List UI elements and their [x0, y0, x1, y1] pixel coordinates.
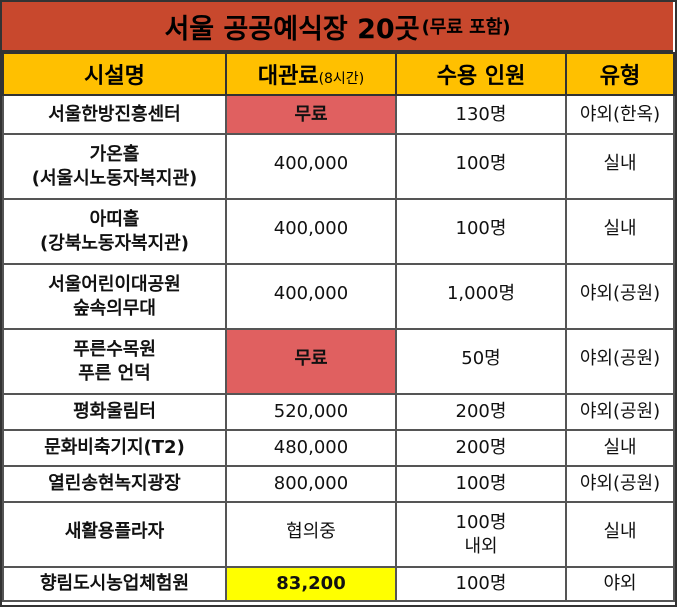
venue-name-line: 숲속의무대	[73, 297, 156, 319]
venue-name-line: (서울시노동자복지관)	[31, 167, 198, 189]
venue-name-line: 아띠홀	[89, 208, 140, 230]
page-title: 서울 공공예식장 20곳	[164, 13, 420, 45]
venue-capacity-line: 100명	[455, 511, 507, 533]
venue-name-line: 새활용플라자	[64, 520, 165, 542]
table-row: 평화울림터 520,000 200명 야외(공원)	[2, 393, 675, 431]
venue-name: 향림도시농업체험원	[2, 566, 227, 602]
table-row: 서울어린이대공원 숲속의무대 400,000 1,000명 야외(공원)	[2, 263, 675, 330]
venue-capacity: 100명	[395, 133, 567, 200]
venue-capacity-line: 내외	[464, 535, 498, 557]
venue-capacity-value: 50명	[461, 347, 501, 369]
venue-type-value: 실내	[603, 152, 637, 174]
venue-capacity: 100명 내외	[395, 501, 567, 568]
venue-type: 야외(공원)	[565, 465, 675, 503]
venue-type-value: 야외(공원)	[579, 347, 661, 369]
table-row: 서울한방진흥센터 무료 130명 야외(한옥)	[2, 94, 675, 135]
table-row: 새활용플라자 협의중 100명 내외 실내	[2, 501, 675, 568]
venue-type-value: 실내	[603, 520, 637, 542]
venue-fee-value: 400,000	[273, 152, 349, 174]
venue-name-line: 푸른수목원	[73, 338, 156, 360]
venue-type: 야외(한옥)	[565, 94, 675, 135]
title-banner: 서울 공공예식장 20곳 (무료 포함)	[2, 2, 673, 52]
table-row: 향림도시농업체험원 83,200 100명 야외	[2, 566, 675, 602]
venue-fee: 무료	[225, 328, 397, 395]
venue-capacity: 200명	[395, 393, 567, 431]
venue-fee: 협의중	[225, 501, 397, 568]
venue-name: 평화울림터	[2, 393, 227, 431]
venue-fee: 400,000	[225, 198, 397, 265]
venue-name: 서울한방진흥센터	[2, 94, 227, 135]
venue-capacity-value: 100명	[455, 152, 507, 174]
venue-capacity-value: 1,000명	[446, 282, 516, 304]
venue-capacity: 100명	[395, 566, 567, 602]
venue-type: 야외(공원)	[565, 393, 675, 431]
venue-fee-value: 협의중	[286, 520, 336, 542]
header-type: 유형	[565, 52, 675, 96]
table-row: 푸른수목원 푸른 언덕 무료 50명 야외(공원)	[2, 328, 675, 395]
venue-capacity: 200명	[395, 429, 567, 467]
venue-name: 문화비축기지(T2)	[2, 429, 227, 467]
table-row: 가온홀 (서울시노동자복지관) 400,000 100명 실내	[2, 133, 675, 200]
venue-capacity: 1,000명	[395, 263, 567, 330]
venue-capacity: 100명	[395, 198, 567, 265]
venue-capacity: 50명	[395, 328, 567, 395]
venue-name: 푸른수목원 푸른 언덕	[2, 328, 227, 395]
venue-fee-value: 400,000	[273, 282, 349, 304]
venue-capacity: 130명	[395, 94, 567, 135]
venue-type-value: 실내	[603, 217, 637, 239]
wedding-venue-table: 시설명 대관료(8시간) 수용 인원 유형 서울한방진흥센터 무료 130명 야…	[2, 52, 675, 602]
table-row: 문화비축기지(T2) 480,000 200명 실내	[2, 429, 675, 467]
venue-type: 실내	[565, 501, 675, 568]
venue-type: 야외	[565, 566, 675, 602]
venue-name-line: 가온홀	[89, 143, 140, 165]
venue-type: 야외(공원)	[565, 328, 675, 395]
venue-name: 열린송현녹지광장	[2, 465, 227, 503]
venue-fee: 83,200	[225, 566, 397, 602]
header-fee: 대관료(8시간)	[225, 52, 397, 96]
venue-capacity: 100명	[395, 465, 567, 503]
venue-fee-value: 무료	[294, 347, 328, 369]
venue-name: 서울어린이대공원 숲속의무대	[2, 263, 227, 330]
venue-fee: 무료	[225, 94, 397, 135]
table-row: 열린송현녹지광장 800,000 100명 야외(공원)	[2, 465, 675, 503]
header-row: 시설명 대관료(8시간) 수용 인원 유형	[2, 52, 675, 96]
venue-fee: 480,000	[225, 429, 397, 467]
venue-fee-value: 400,000	[273, 217, 349, 239]
venue-fee: 400,000	[225, 263, 397, 330]
venue-type: 실내	[565, 429, 675, 467]
header-name: 시설명	[2, 52, 227, 96]
venue-name: 새활용플라자	[2, 501, 227, 568]
venue-name: 가온홀 (서울시노동자복지관)	[2, 133, 227, 200]
header-fee-label: 대관료	[257, 64, 319, 89]
page-subtitle: (무료 포함)	[421, 17, 511, 38]
header-fee-note: (8시간)	[318, 71, 365, 87]
header-capacity: 수용 인원	[395, 52, 567, 96]
venue-name-line: 푸른 언덕	[78, 362, 151, 384]
venue-name-line: (강북노동자복지관)	[40, 232, 189, 254]
venue-type-value: 야외(공원)	[579, 282, 661, 304]
venue-name-line: 서울어린이대공원	[48, 273, 181, 295]
venue-type: 실내	[565, 198, 675, 265]
venue-capacity-value: 100명	[455, 217, 507, 239]
venue-fee: 400,000	[225, 133, 397, 200]
venue-type: 실내	[565, 133, 675, 200]
venue-fee: 800,000	[225, 465, 397, 503]
table-row: 아띠홀 (강북노동자복지관) 400,000 100명 실내	[2, 198, 675, 265]
venue-fee: 520,000	[225, 393, 397, 431]
venue-name: 아띠홀 (강북노동자복지관)	[2, 198, 227, 265]
venue-type: 야외(공원)	[565, 263, 675, 330]
